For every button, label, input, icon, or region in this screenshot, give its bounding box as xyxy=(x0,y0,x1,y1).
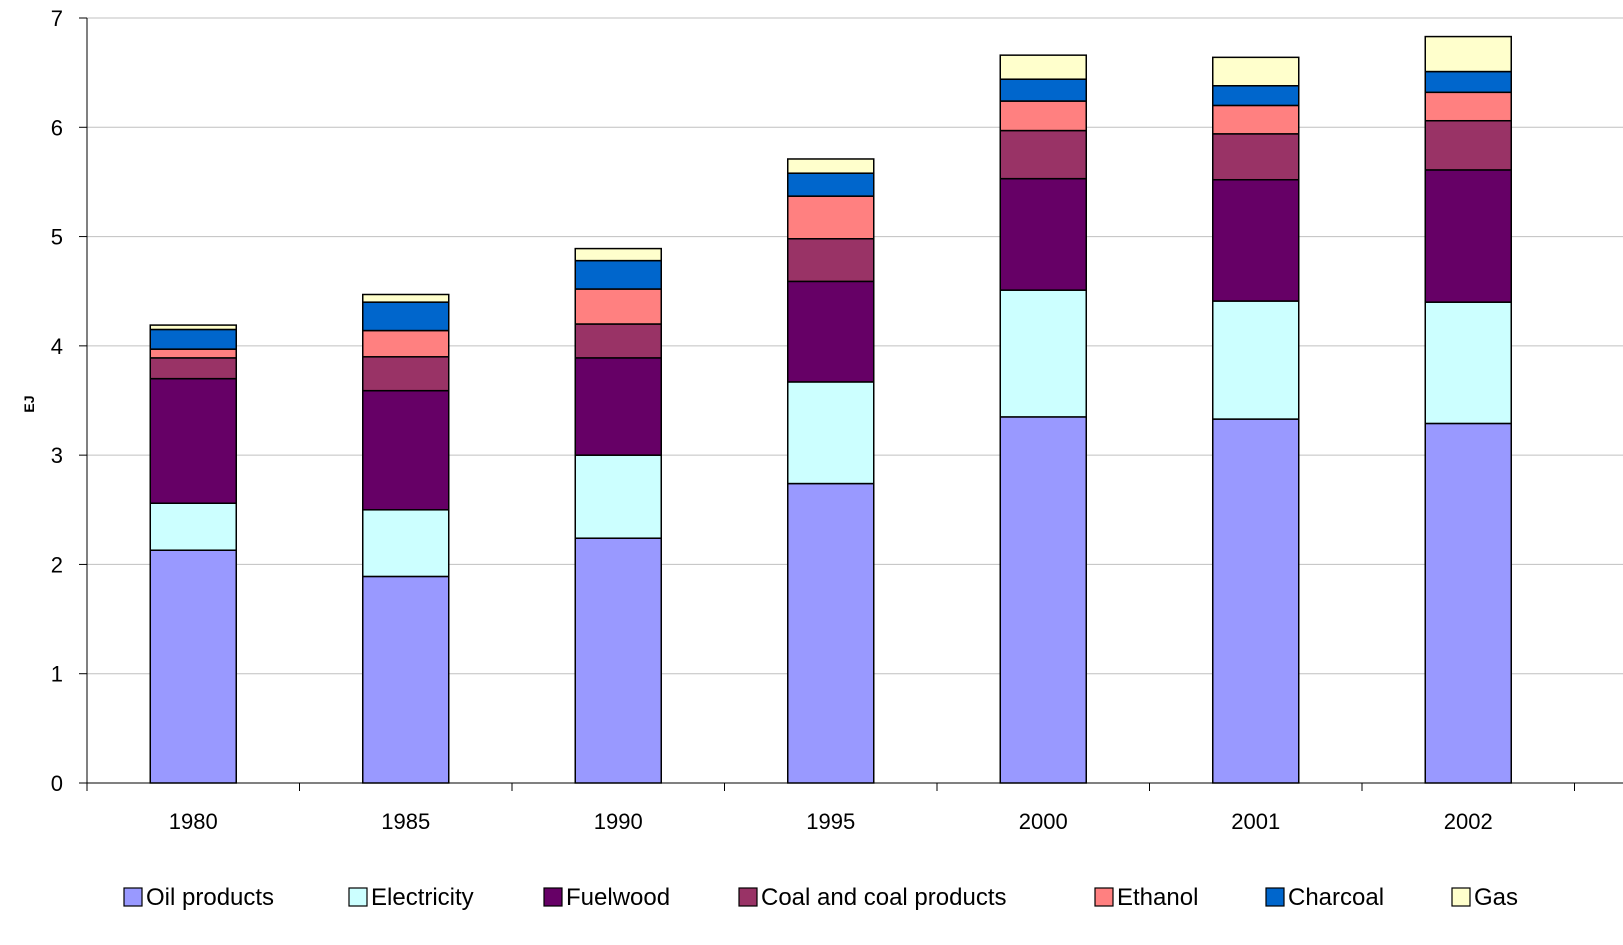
legend-swatch xyxy=(1094,887,1114,907)
legend-swatch xyxy=(348,887,368,907)
x-tick-label: 1985 xyxy=(381,809,430,834)
bar-segment xyxy=(149,502,237,551)
bar-segment xyxy=(1424,301,1512,425)
legend-label: Oil products xyxy=(146,884,274,911)
y-tick-label: 5 xyxy=(51,225,63,250)
bar-segment xyxy=(1424,70,1512,94)
bar-segment xyxy=(362,575,450,784)
x-tick-label: 1990 xyxy=(594,809,643,834)
bar-segment xyxy=(787,482,875,784)
bar-segment xyxy=(149,549,237,784)
bar-segment xyxy=(999,78,1087,102)
bar-segment xyxy=(1212,300,1300,420)
bar-segment xyxy=(574,288,662,325)
x-tick-label: 1980 xyxy=(169,809,218,834)
y-tick-label: 4 xyxy=(51,334,63,359)
bar-segment xyxy=(999,100,1087,132)
bar-segment xyxy=(149,348,237,359)
legend-swatch xyxy=(543,887,563,907)
bar-segment xyxy=(1424,119,1512,171)
bar-segment xyxy=(574,259,662,290)
bar-segment xyxy=(999,129,1087,180)
bar-segment xyxy=(574,357,662,456)
bar-segment xyxy=(149,357,237,380)
y-axis-title: EJ xyxy=(21,395,37,412)
bar-segment xyxy=(149,328,237,350)
bar-segment xyxy=(787,381,875,485)
bar-segment xyxy=(149,377,237,504)
bar-segment xyxy=(1212,178,1300,302)
bar-segment xyxy=(362,301,450,332)
bar-segment xyxy=(362,389,450,511)
bar-segment xyxy=(999,177,1087,291)
bar-segment xyxy=(1424,91,1512,122)
bar-segment xyxy=(999,289,1087,418)
bar-segment xyxy=(362,329,450,358)
bar-segment xyxy=(574,323,662,359)
x-tick-label: 2000 xyxy=(1019,809,1068,834)
bar-segment xyxy=(787,280,875,383)
bar-segment xyxy=(1212,418,1300,784)
y-tick-label: 1 xyxy=(51,662,63,687)
bars xyxy=(149,35,1512,784)
bar-segment xyxy=(1424,35,1512,73)
legend-swatch xyxy=(738,887,758,907)
legend-label: Coal and coal products xyxy=(761,884,1006,911)
bar-segment xyxy=(1212,133,1300,181)
legend-label: Electricity xyxy=(371,884,474,911)
bar-segment xyxy=(149,324,237,331)
bar-segment xyxy=(1424,169,1512,303)
y-tick-label: 3 xyxy=(51,443,63,468)
y-tick-label: 0 xyxy=(51,771,63,796)
x-tick-label: 2001 xyxy=(1231,809,1280,834)
bar-segment xyxy=(999,416,1087,784)
bar-segment xyxy=(362,509,450,578)
y-tick-label: 7 xyxy=(51,6,63,31)
legend-label: Fuelwood xyxy=(566,884,670,911)
legend-swatch xyxy=(1451,887,1471,907)
legend-label: Charcoal xyxy=(1288,884,1384,911)
legend-swatch xyxy=(123,887,143,907)
y-tick-label: 6 xyxy=(51,115,63,140)
bar-segment xyxy=(1212,85,1300,107)
bar-segment xyxy=(999,54,1087,80)
legend-swatch xyxy=(1265,887,1285,907)
bar-segment xyxy=(574,247,662,262)
bar-segment xyxy=(1424,422,1512,784)
bar-segment xyxy=(1212,56,1300,87)
bar-segment xyxy=(362,356,450,392)
bar-segment xyxy=(574,537,662,784)
x-tick-label: 2002 xyxy=(1444,809,1493,834)
y-tick-label: 2 xyxy=(51,552,63,577)
axes: 0 1 2 3 4 5 6 7 1980 1985 1990 1995 2000 2001 2002 xyxy=(51,6,1623,834)
bar-segment xyxy=(787,172,875,197)
bar-segment xyxy=(1212,104,1300,135)
bar-segment xyxy=(787,195,875,240)
legend-label: Ethanol xyxy=(1117,884,1198,911)
bar-segment xyxy=(787,158,875,174)
legend-label: Gas xyxy=(1474,884,1518,911)
legend: Oil products Electricity Fuelwood Coal and … xyxy=(123,884,1518,911)
bar-segment xyxy=(574,454,662,539)
bar-segment xyxy=(362,293,450,303)
x-tick-label: 1995 xyxy=(806,809,855,834)
bar-segment xyxy=(787,238,875,283)
